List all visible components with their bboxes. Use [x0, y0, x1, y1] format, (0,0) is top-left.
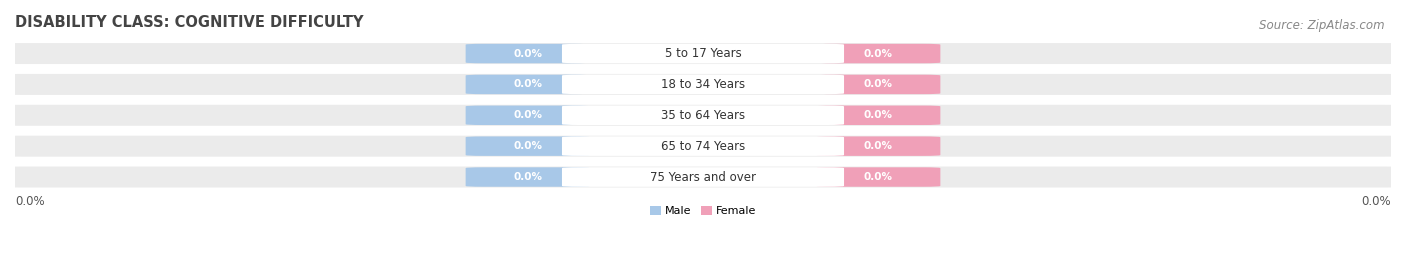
Text: 0.0%: 0.0% — [513, 48, 543, 59]
Text: 75 Years and over: 75 Years and over — [650, 171, 756, 183]
FancyBboxPatch shape — [817, 167, 941, 187]
FancyBboxPatch shape — [1, 136, 1405, 157]
FancyBboxPatch shape — [465, 136, 589, 156]
Text: 0.0%: 0.0% — [863, 48, 893, 59]
FancyBboxPatch shape — [465, 75, 589, 94]
FancyBboxPatch shape — [465, 167, 589, 187]
Text: 0.0%: 0.0% — [513, 141, 543, 151]
Text: 35 to 64 Years: 35 to 64 Years — [661, 109, 745, 122]
FancyBboxPatch shape — [817, 136, 941, 156]
Legend: Male, Female: Male, Female — [645, 201, 761, 221]
Text: 18 to 34 Years: 18 to 34 Years — [661, 78, 745, 91]
FancyBboxPatch shape — [817, 105, 941, 125]
Text: 0.0%: 0.0% — [863, 141, 893, 151]
FancyBboxPatch shape — [562, 167, 844, 187]
Text: 0.0%: 0.0% — [863, 172, 893, 182]
Text: 0.0%: 0.0% — [513, 79, 543, 89]
Text: 5 to 17 Years: 5 to 17 Years — [665, 47, 741, 60]
Text: 0.0%: 0.0% — [15, 195, 45, 208]
FancyBboxPatch shape — [465, 44, 589, 63]
FancyBboxPatch shape — [1, 167, 1405, 187]
Text: DISABILITY CLASS: COGNITIVE DIFFICULTY: DISABILITY CLASS: COGNITIVE DIFFICULTY — [15, 15, 364, 30]
Text: 0.0%: 0.0% — [513, 172, 543, 182]
FancyBboxPatch shape — [465, 105, 589, 125]
Text: 65 to 74 Years: 65 to 74 Years — [661, 140, 745, 153]
Text: 0.0%: 0.0% — [863, 110, 893, 120]
Text: 0.0%: 0.0% — [513, 110, 543, 120]
Text: Source: ZipAtlas.com: Source: ZipAtlas.com — [1260, 19, 1385, 32]
FancyBboxPatch shape — [562, 105, 844, 125]
FancyBboxPatch shape — [817, 44, 941, 63]
FancyBboxPatch shape — [562, 75, 844, 94]
FancyBboxPatch shape — [562, 44, 844, 63]
FancyBboxPatch shape — [817, 75, 941, 94]
FancyBboxPatch shape — [1, 43, 1405, 64]
FancyBboxPatch shape — [562, 136, 844, 156]
Text: 0.0%: 0.0% — [1361, 195, 1391, 208]
FancyBboxPatch shape — [1, 105, 1405, 126]
Text: 0.0%: 0.0% — [863, 79, 893, 89]
FancyBboxPatch shape — [1, 74, 1405, 95]
